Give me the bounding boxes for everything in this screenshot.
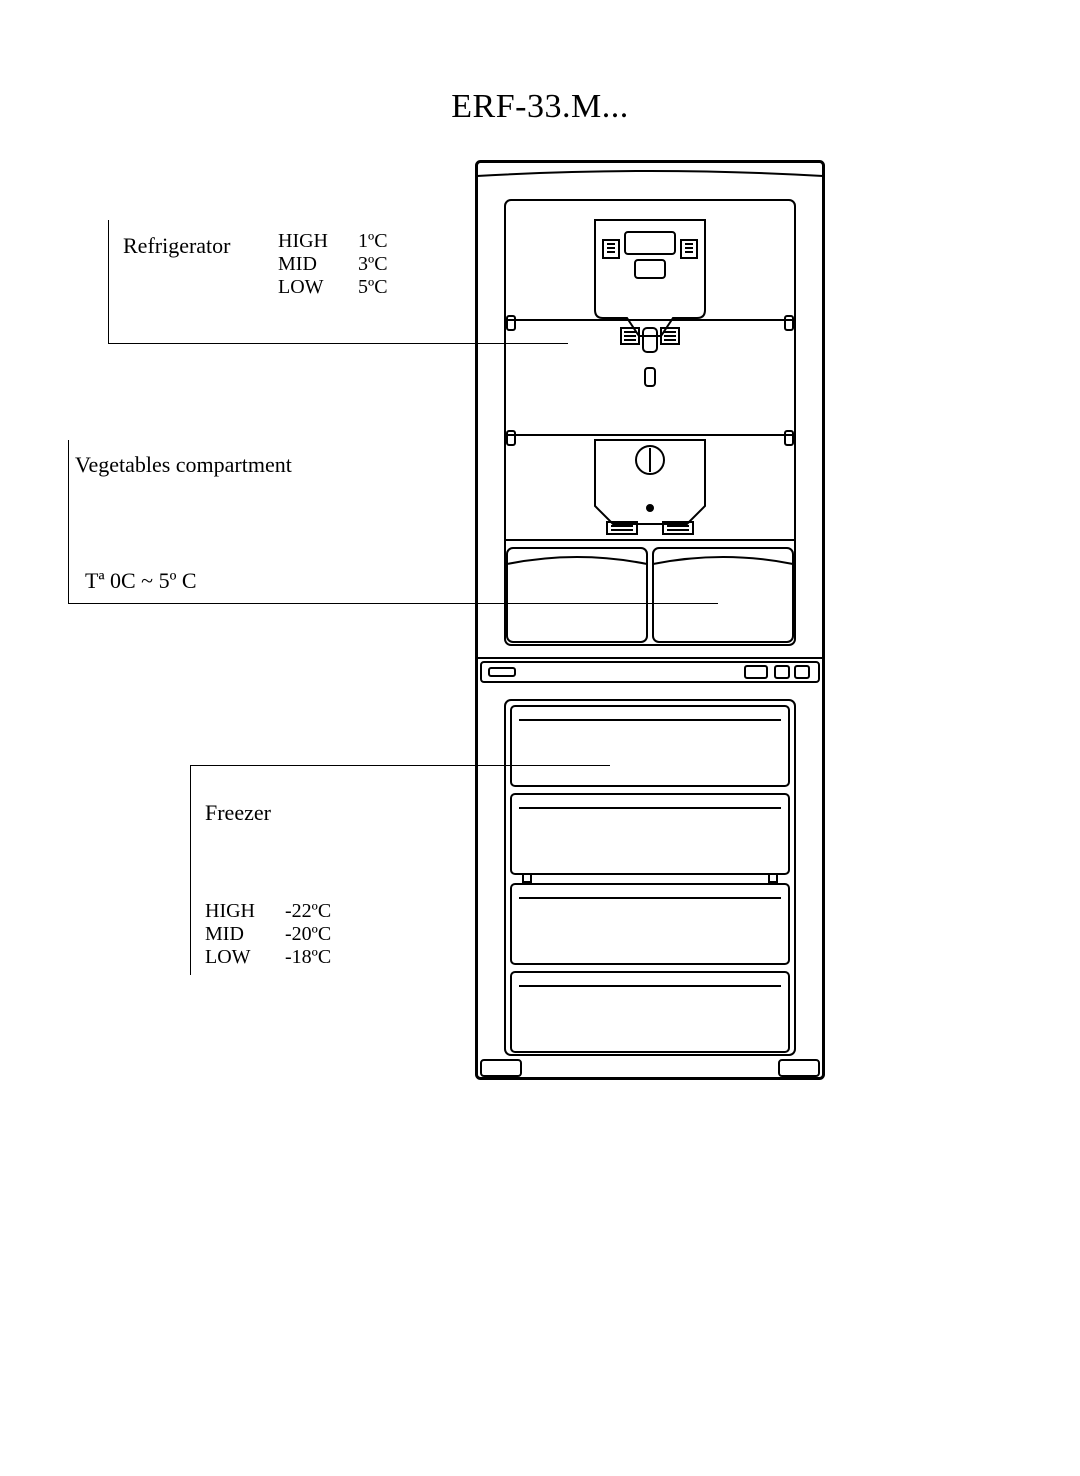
temp-cell: 5ºC xyxy=(358,276,418,299)
level-cell: LOW xyxy=(205,946,285,969)
temp-cell: -20ºC xyxy=(285,923,345,946)
refrigerator-label: Refrigerator xyxy=(123,233,231,259)
vegetables-range: Tª 0C ~ 5º C xyxy=(85,568,197,594)
table-row: HIGH -22ºC xyxy=(205,900,345,923)
leader-line xyxy=(190,765,191,975)
freezer-settings-table: HIGH -22ºC MID -20ºC LOW -18ºC xyxy=(205,900,345,969)
leader-line xyxy=(108,220,109,343)
temp-cell: 3ºC xyxy=(358,253,418,276)
level-cell: HIGH xyxy=(205,900,285,923)
model-title: ERF-33.M... xyxy=(0,88,1080,126)
level-cell: LOW xyxy=(278,276,358,299)
table-row: LOW 5ºC xyxy=(278,276,418,299)
level-cell: MID xyxy=(205,923,285,946)
temp-cell: -22ºC xyxy=(285,900,345,923)
freezer-label: Freezer xyxy=(205,800,271,826)
table-row: LOW -18ºC xyxy=(205,946,345,969)
level-cell: HIGH xyxy=(278,230,358,253)
level-cell: MID xyxy=(278,253,358,276)
table-row: MID -20ºC xyxy=(205,923,345,946)
page: ERF-33.M... Refrigerator HIGH 1ºC MID 3º… xyxy=(0,0,1080,1476)
fridge-diagram xyxy=(475,160,825,1080)
refrigerator-settings-table: HIGH 1ºC MID 3ºC LOW 5ºC xyxy=(278,230,418,299)
table-row: HIGH 1ºC xyxy=(278,230,418,253)
table-row: MID 3ºC xyxy=(278,253,418,276)
fridge-svg xyxy=(475,160,825,1080)
temp-cell: -18ºC xyxy=(285,946,345,969)
vegetables-label: Vegetables compartment xyxy=(75,452,292,478)
leader-line xyxy=(68,440,69,603)
temp-cell: 1ºC xyxy=(358,230,418,253)
